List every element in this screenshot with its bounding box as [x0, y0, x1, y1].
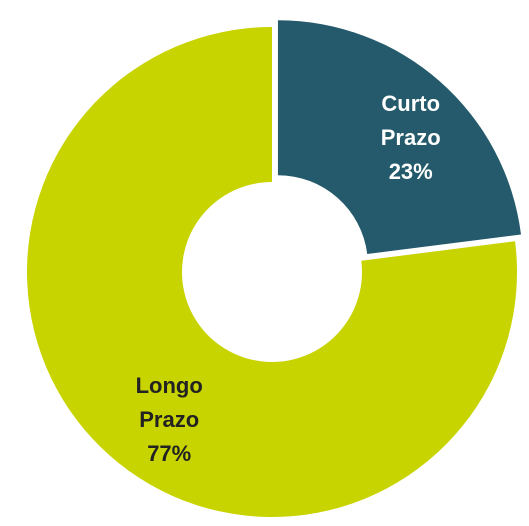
value-label: 77% [147, 440, 192, 466]
category-label: Longo Prazo [135, 372, 203, 432]
category-label: Curto Prazo [380, 90, 441, 150]
donut-slice [277, 20, 522, 254]
donut-slice [26, 27, 517, 518]
slice-label: Curto Prazo 23% [356, 87, 466, 189]
slice-label: Longo Prazo 77% [114, 369, 224, 471]
value-label: 23% [388, 158, 433, 184]
